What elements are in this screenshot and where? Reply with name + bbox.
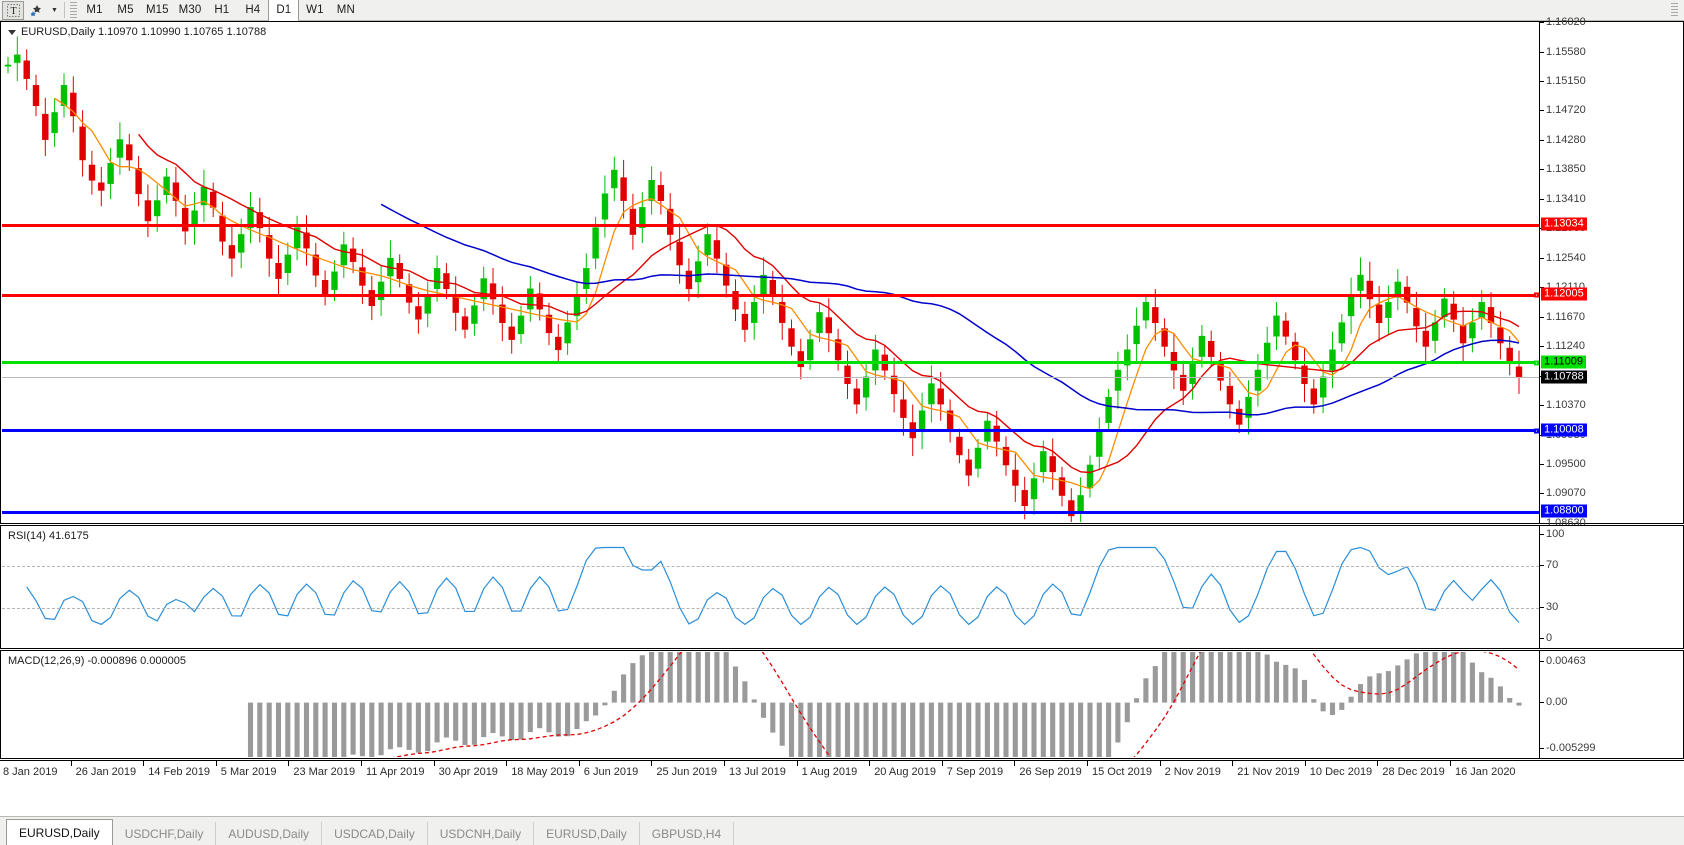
- price-tick: 1.13850: [1540, 163, 1586, 176]
- date-axis[interactable]: 8 Jan 2019 26 Jan 2019 14 Feb 2019 5 Mar 20…: [0, 760, 1684, 784]
- date-tick: 26 Jan 2019: [70, 761, 137, 778]
- macd-histogram: [247, 652, 1522, 757]
- timeframe-w1[interactable]: W1: [306, 4, 324, 16]
- price-tick: 1.11670: [1540, 310, 1585, 323]
- price-tick: 1.16020: [1540, 16, 1586, 28]
- svg-text:T: T: [10, 6, 16, 17]
- macd-pane[interactable]: MACD(12,26,9) -0.000896 0.000005 0.00463…: [0, 650, 1684, 759]
- chart-header-text: EURUSD,Daily 1.10970 1.10990 1.10765 1.1…: [21, 26, 267, 38]
- date-tick: 16 Jan 2020: [1450, 761, 1516, 778]
- rsi-line: [26, 546, 1520, 626]
- timeframe-m15[interactable]: M15: [146, 4, 169, 16]
- chart-tab-6[interactable]: GBPUSD,H4: [640, 822, 735, 845]
- chart-tab-1[interactable]: USDCHF,Daily: [113, 822, 217, 845]
- date-tick: 18 May 2019: [506, 761, 575, 778]
- chart-header: EURUSD,Daily 1.10970 1.10990 1.10765 1.1…: [8, 26, 266, 38]
- date-tick: 1 Aug 2019: [796, 761, 858, 778]
- toolbar-right-grip[interactable]: [1671, 3, 1678, 18]
- date-tick: 10 Dec 2019: [1304, 761, 1373, 778]
- price-tick: 1.10370: [1540, 399, 1586, 412]
- timeframe-h1[interactable]: H1: [214, 4, 230, 16]
- date-tick: 2 Nov 2019: [1159, 761, 1221, 778]
- chart-tab-0[interactable]: EURUSD,Daily: [6, 819, 113, 845]
- date-tick: 6 Jun 2019: [578, 761, 639, 778]
- date-tick: 5 Mar 2019: [215, 761, 277, 778]
- price-pane[interactable]: EURUSD,Daily 1.10970 1.10990 1.10765 1.1…: [0, 16, 1684, 529]
- collapse-triangle-icon[interactable]: [8, 29, 16, 35]
- macd-tick: 0.00: [1539, 695, 1568, 708]
- support-1-handle[interactable]: [1534, 428, 1539, 434]
- date-tick: 14 Feb 2019: [143, 761, 210, 778]
- macd-tick: 0.00463: [1540, 655, 1586, 667]
- date-tick: 11 Apr 2019: [361, 761, 425, 778]
- price-tick: 1.09500: [1540, 458, 1586, 471]
- date-tick: 26 Sep 2019: [1014, 761, 1082, 778]
- price-tick: 1.14720: [1540, 104, 1586, 117]
- macd-plot[interactable]: [2, 652, 1539, 757]
- price-tick: 1.11240: [1540, 340, 1585, 353]
- chevron-down-icon[interactable]: ▼: [51, 6, 58, 14]
- date-tick: 30 Apr 2019: [433, 761, 498, 778]
- chart-tab-2[interactable]: AUDUSD,Daily: [216, 822, 323, 845]
- price-tick: 1.13410: [1540, 192, 1586, 205]
- timeframe-d1[interactable]: D1: [268, 0, 300, 21]
- date-tick: 7 Sep 2019: [941, 761, 1004, 778]
- indicators-icon[interactable]: [26, 1, 48, 20]
- date-tick: 8 Jan 2019: [3, 766, 58, 778]
- rsi-level-30: [2, 607, 1539, 609]
- current-price-badge: 1.10788: [1541, 370, 1587, 384]
- date-tick: 25 Jun 2019: [651, 761, 717, 778]
- price-tick: 1.14280: [1540, 133, 1586, 146]
- price-tick: 1.12540: [1540, 251, 1586, 264]
- toolbar-divider: [64, 2, 65, 18]
- timeframe-m30[interactable]: M30: [178, 4, 202, 16]
- chart-canvas-area[interactable]: EURUSD,Daily 1.10970 1.10990 1.10765 1.1…: [0, 16, 1684, 816]
- date-tick: 13 Jul 2019: [724, 761, 786, 778]
- resistance-2-handle[interactable]: [1534, 292, 1539, 298]
- price-axis[interactable]: 1.16020 1.15580 1.15150 1.14720 1.14280 1.138…: [1539, 16, 1683, 529]
- chart-tab-bar: EURUSD,Daily USDCHF,Daily AUDUSD,Daily USDC…: [0, 816, 1684, 845]
- rsi-tick: 100: [1539, 528, 1565, 540]
- price-tick: 1.15150: [1540, 74, 1586, 87]
- resistance-2-badge: 1.12005: [1541, 287, 1587, 301]
- rsi-plot[interactable]: [2, 527, 1539, 647]
- support-2-badge: 1.08800: [1541, 504, 1587, 518]
- rsi-axis[interactable]: 100 70 30 0: [1539, 526, 1683, 648]
- chart-tab-5[interactable]: EURUSD,Daily: [534, 822, 640, 845]
- date-tick: 28 Dec 2019: [1377, 761, 1445, 778]
- macd-label: MACD(12,26,9) -0.000896 0.000005: [8, 655, 186, 667]
- rsi-label: RSI(14) 41.6175: [8, 530, 89, 542]
- chart-tab-3[interactable]: USDCAD,Daily: [322, 822, 428, 845]
- date-tick: 15 Oct 2019: [1087, 761, 1152, 778]
- toolbar-grip[interactable]: [70, 2, 77, 18]
- rsi-pane[interactable]: RSI(14) 41.6175 100 70 30 0: [0, 525, 1684, 649]
- timeframe-mn[interactable]: MN: [336, 4, 355, 16]
- timeframe-h4[interactable]: H4: [245, 4, 261, 16]
- date-tick: 23 Mar 2019: [288, 761, 356, 778]
- rsi-tick: 70: [1539, 559, 1559, 572]
- macd-tick: -0.005299: [1540, 742, 1596, 754]
- pivot-line-handle[interactable]: [1534, 360, 1539, 366]
- candlestick-series: [4, 36, 1523, 522]
- date-tick: 21 Nov 2019: [1232, 761, 1300, 778]
- price-plot[interactable]: [2, 23, 1539, 522]
- support-1-badge: 1.10008: [1541, 423, 1587, 437]
- timeframe-m1[interactable]: M1: [86, 4, 103, 16]
- rsi-level-70: [2, 566, 1539, 568]
- pivot-line-badge: 1.11009: [1541, 355, 1586, 369]
- chart-tab-4[interactable]: USDCNH,Daily: [428, 822, 535, 845]
- rsi-tick: 0: [1539, 632, 1553, 644]
- timeframe-m5[interactable]: M5: [117, 4, 134, 16]
- resistance-1-badge: 1.13034: [1541, 217, 1587, 231]
- text-tool-icon[interactable]: T: [2, 0, 24, 20]
- date-tick: 20 Aug 2019: [869, 761, 936, 778]
- price-tick: 1.15580: [1540, 45, 1586, 58]
- main-toolbar: T ▼ M1 M5 M15 M30 H1 H4 D1 W1 MN: [0, 0, 1684, 21]
- macd-axis[interactable]: 0.00463 0.00 -0.005299: [1539, 651, 1683, 758]
- rsi-tick: 30: [1539, 600, 1559, 613]
- price-tick: 1.09070: [1540, 487, 1586, 500]
